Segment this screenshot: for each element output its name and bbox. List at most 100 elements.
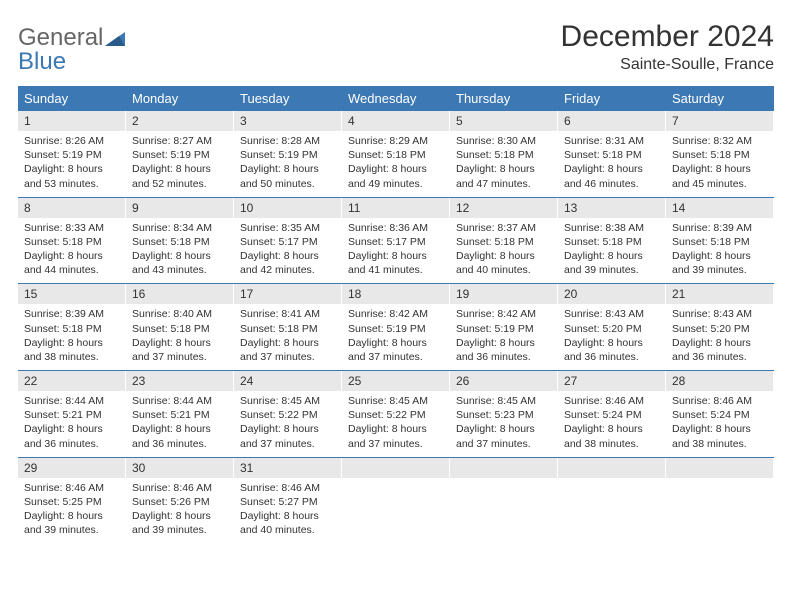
- day-details: Sunrise: 8:43 AMSunset: 5:20 PMDaylight:…: [558, 304, 666, 370]
- day-details: Sunrise: 8:30 AMSunset: 5:18 PMDaylight:…: [450, 131, 558, 197]
- day-number: 25: [342, 371, 450, 391]
- day-number: 13: [558, 198, 666, 218]
- day-details: Sunrise: 8:42 AMSunset: 5:19 PMDaylight:…: [342, 304, 450, 370]
- calendar-cell: 30Sunrise: 8:46 AMSunset: 5:26 PMDayligh…: [126, 457, 234, 543]
- calendar-cell: 13Sunrise: 8:38 AMSunset: 5:18 PMDayligh…: [558, 197, 666, 284]
- day-details: Sunrise: 8:46 AMSunset: 5:26 PMDaylight:…: [126, 478, 234, 544]
- day-details: Sunrise: 8:45 AMSunset: 5:22 PMDaylight:…: [234, 391, 342, 457]
- page-title: December 2024: [561, 20, 774, 54]
- calendar-cell: 7Sunrise: 8:32 AMSunset: 5:18 PMDaylight…: [666, 111, 774, 197]
- logo-triangle-icon: [105, 30, 127, 52]
- day-details: Sunrise: 8:28 AMSunset: 5:19 PMDaylight:…: [234, 131, 342, 197]
- calendar-cell: 22Sunrise: 8:44 AMSunset: 5:21 PMDayligh…: [18, 371, 126, 458]
- day-details: Sunrise: 8:38 AMSunset: 5:18 PMDaylight:…: [558, 218, 666, 284]
- calendar-cell: 15Sunrise: 8:39 AMSunset: 5:18 PMDayligh…: [18, 284, 126, 371]
- day-number: 8: [18, 198, 126, 218]
- logo-text-blue: Blue: [18, 48, 66, 75]
- day-number: 29: [18, 458, 126, 478]
- day-details: Sunrise: 8:46 AMSunset: 5:24 PMDaylight:…: [558, 391, 666, 457]
- calendar-cell: 24Sunrise: 8:45 AMSunset: 5:22 PMDayligh…: [234, 371, 342, 458]
- day-number: 1: [18, 111, 126, 131]
- weekday-header: Friday: [558, 86, 666, 111]
- calendar-cell: 19Sunrise: 8:42 AMSunset: 5:19 PMDayligh…: [450, 284, 558, 371]
- calendar-cell: 17Sunrise: 8:41 AMSunset: 5:18 PMDayligh…: [234, 284, 342, 371]
- day-number: 31: [234, 458, 342, 478]
- calendar-cell: 27Sunrise: 8:46 AMSunset: 5:24 PMDayligh…: [558, 371, 666, 458]
- weekday-header: Thursday: [450, 86, 558, 111]
- calendar-cell: 9Sunrise: 8:34 AMSunset: 5:18 PMDaylight…: [126, 197, 234, 284]
- day-details: Sunrise: 8:44 AMSunset: 5:21 PMDaylight:…: [18, 391, 126, 457]
- day-number: 27: [558, 371, 666, 391]
- day-number: 10: [234, 198, 342, 218]
- calendar-cell: 18Sunrise: 8:42 AMSunset: 5:19 PMDayligh…: [342, 284, 450, 371]
- calendar-cell: 26Sunrise: 8:45 AMSunset: 5:23 PMDayligh…: [450, 371, 558, 458]
- day-number: 19: [450, 284, 558, 304]
- weekday-header: Wednesday: [342, 86, 450, 111]
- day-details: Sunrise: 8:44 AMSunset: 5:21 PMDaylight:…: [126, 391, 234, 457]
- calendar-cell: [342, 457, 450, 543]
- day-number: 2: [126, 111, 234, 131]
- day-details: Sunrise: 8:36 AMSunset: 5:17 PMDaylight:…: [342, 218, 450, 284]
- day-number: 24: [234, 371, 342, 391]
- calendar-cell: 11Sunrise: 8:36 AMSunset: 5:17 PMDayligh…: [342, 197, 450, 284]
- day-number: 28: [666, 371, 774, 391]
- weekday-header: Tuesday: [234, 86, 342, 111]
- day-number: 16: [126, 284, 234, 304]
- day-details: Sunrise: 8:39 AMSunset: 5:18 PMDaylight:…: [18, 304, 126, 370]
- day-number: 15: [18, 284, 126, 304]
- day-details: Sunrise: 8:46 AMSunset: 5:24 PMDaylight:…: [666, 391, 774, 457]
- calendar-cell: 3Sunrise: 8:28 AMSunset: 5:19 PMDaylight…: [234, 111, 342, 197]
- logo: General Blue: [18, 20, 127, 76]
- day-details: Sunrise: 8:31 AMSunset: 5:18 PMDaylight:…: [558, 131, 666, 197]
- day-details: Sunrise: 8:33 AMSunset: 5:18 PMDaylight:…: [18, 218, 126, 284]
- day-details: Sunrise: 8:39 AMSunset: 5:18 PMDaylight:…: [666, 218, 774, 284]
- calendar-cell: 5Sunrise: 8:30 AMSunset: 5:18 PMDaylight…: [450, 111, 558, 197]
- day-details: Sunrise: 8:45 AMSunset: 5:23 PMDaylight:…: [450, 391, 558, 457]
- calendar-cell: 1Sunrise: 8:26 AMSunset: 5:19 PMDaylight…: [18, 111, 126, 197]
- day-number: 5: [450, 111, 558, 131]
- calendar-cell: 10Sunrise: 8:35 AMSunset: 5:17 PMDayligh…: [234, 197, 342, 284]
- calendar-cell: 28Sunrise: 8:46 AMSunset: 5:24 PMDayligh…: [666, 371, 774, 458]
- day-details: Sunrise: 8:41 AMSunset: 5:18 PMDaylight:…: [234, 304, 342, 370]
- day-number: 21: [666, 284, 774, 304]
- calendar-cell: 25Sunrise: 8:45 AMSunset: 5:22 PMDayligh…: [342, 371, 450, 458]
- day-number: 6: [558, 111, 666, 131]
- day-details: Sunrise: 8:45 AMSunset: 5:22 PMDaylight:…: [342, 391, 450, 457]
- calendar-cell: [450, 457, 558, 543]
- day-number: 3: [234, 111, 342, 131]
- calendar-cell: 20Sunrise: 8:43 AMSunset: 5:20 PMDayligh…: [558, 284, 666, 371]
- day-number: 30: [126, 458, 234, 478]
- day-number: 12: [450, 198, 558, 218]
- day-details: Sunrise: 8:29 AMSunset: 5:18 PMDaylight:…: [342, 131, 450, 197]
- calendar-cell: 31Sunrise: 8:46 AMSunset: 5:27 PMDayligh…: [234, 457, 342, 543]
- day-details: Sunrise: 8:26 AMSunset: 5:19 PMDaylight:…: [18, 131, 126, 197]
- calendar-cell: 16Sunrise: 8:40 AMSunset: 5:18 PMDayligh…: [126, 284, 234, 371]
- calendar-cell: 6Sunrise: 8:31 AMSunset: 5:18 PMDaylight…: [558, 111, 666, 197]
- day-details: Sunrise: 8:35 AMSunset: 5:17 PMDaylight:…: [234, 218, 342, 284]
- calendar-cell: 23Sunrise: 8:44 AMSunset: 5:21 PMDayligh…: [126, 371, 234, 458]
- calendar-cell: 2Sunrise: 8:27 AMSunset: 5:19 PMDaylight…: [126, 111, 234, 197]
- weekday-header: Monday: [126, 86, 234, 111]
- calendar-cell: 29Sunrise: 8:46 AMSunset: 5:25 PMDayligh…: [18, 457, 126, 543]
- day-number: 23: [126, 371, 234, 391]
- day-number: 17: [234, 284, 342, 304]
- day-number: 14: [666, 198, 774, 218]
- calendar-cell: 12Sunrise: 8:37 AMSunset: 5:18 PMDayligh…: [450, 197, 558, 284]
- calendar-cell: 14Sunrise: 8:39 AMSunset: 5:18 PMDayligh…: [666, 197, 774, 284]
- day-number: 11: [342, 198, 450, 218]
- day-number: 4: [342, 111, 450, 131]
- calendar-cell: [558, 457, 666, 543]
- day-details: Sunrise: 8:32 AMSunset: 5:18 PMDaylight:…: [666, 131, 774, 197]
- day-details: Sunrise: 8:42 AMSunset: 5:19 PMDaylight:…: [450, 304, 558, 370]
- day-details: Sunrise: 8:46 AMSunset: 5:25 PMDaylight:…: [18, 478, 126, 544]
- day-number: 18: [342, 284, 450, 304]
- day-details: Sunrise: 8:27 AMSunset: 5:19 PMDaylight:…: [126, 131, 234, 197]
- day-details: Sunrise: 8:34 AMSunset: 5:18 PMDaylight:…: [126, 218, 234, 284]
- weekday-header: Sunday: [18, 86, 126, 111]
- day-number: 20: [558, 284, 666, 304]
- calendar-cell: [666, 457, 774, 543]
- day-number: 26: [450, 371, 558, 391]
- day-details: Sunrise: 8:37 AMSunset: 5:18 PMDaylight:…: [450, 218, 558, 284]
- day-details: Sunrise: 8:40 AMSunset: 5:18 PMDaylight:…: [126, 304, 234, 370]
- day-details: Sunrise: 8:43 AMSunset: 5:20 PMDaylight:…: [666, 304, 774, 370]
